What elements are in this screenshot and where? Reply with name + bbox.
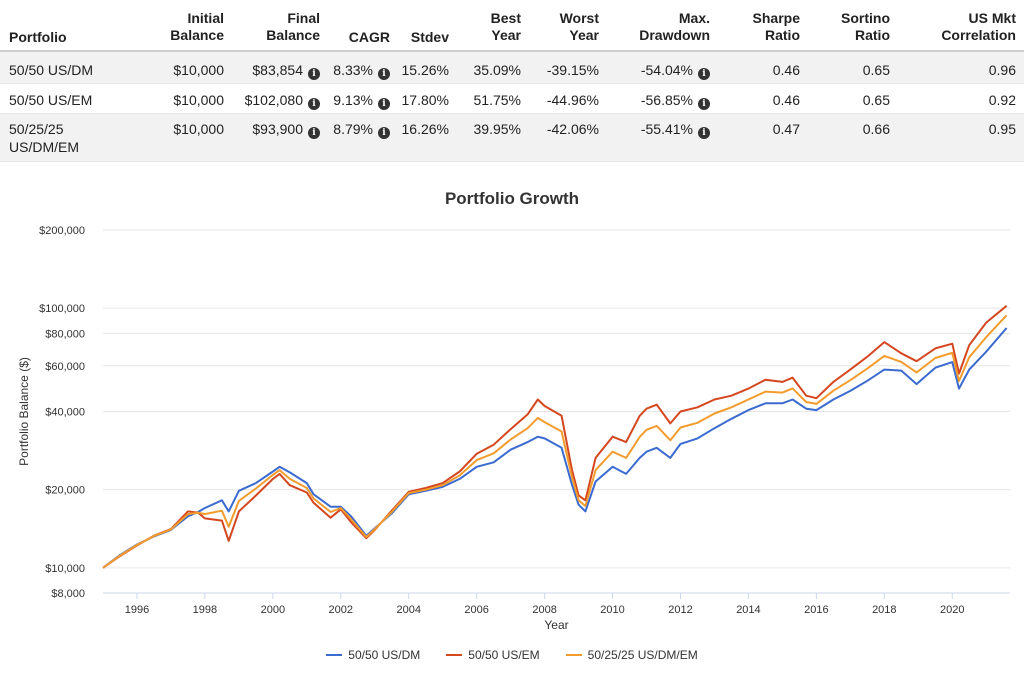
y-tick-label: $10,000: [45, 563, 85, 575]
info-circle-icon[interactable]: i: [698, 127, 710, 139]
y-tick-label: $40,000: [45, 407, 85, 419]
cell-best-year: 35.09%: [473, 62, 521, 78]
x-tick-label: 2020: [940, 604, 964, 616]
cell-worst-year: -44.96%: [546, 92, 599, 108]
cell-max-drawdown: -56.85% i: [641, 91, 710, 110]
y-axis-title: Portfolio Balance ($): [17, 357, 31, 466]
cell-sortino: 0.65: [862, 92, 890, 108]
table-row: 50/50 US/DM $10,000 $83,854 i 8.33% i 15.2…: [0, 52, 1024, 84]
table-header: Portfolio Initial Balance Final Balance CA…: [0, 0, 1024, 52]
cell-sharpe: 0.47: [772, 121, 800, 137]
cell-final: $93,900 i: [252, 120, 320, 139]
header-worst-year: Worst Year: [559, 10, 599, 43]
x-tick-label: 2010: [600, 604, 624, 616]
header-max-drawdown: Max. Drawdown: [639, 10, 710, 43]
header-portfolio: Portfolio: [9, 29, 67, 45]
x-tick-label: 1998: [193, 604, 217, 616]
info-circle-icon[interactable]: i: [698, 98, 710, 110]
x-tick-label: 1996: [125, 604, 149, 616]
cell-portfolio: 50/50 US/EM: [9, 92, 93, 108]
cell-max-drawdown: -55.41% i: [641, 120, 710, 139]
cell-initial: $10,000: [173, 121, 224, 137]
cell-cagr: 9.13% i: [333, 91, 390, 110]
cell-correlation: 0.96: [988, 62, 1016, 78]
cell-cagr: 8.33% i: [333, 61, 390, 80]
legend-label: 50/50 US/DM: [348, 648, 421, 662]
table-row: 50/50 US/EM $10,000 $102,080 i 9.13% i 17.…: [0, 84, 1024, 114]
x-tick-label: 2008: [532, 604, 556, 616]
cell-initial: $10,000: [173, 62, 224, 78]
series-line-1: [102, 327, 1008, 569]
legend-item[interactable]: 50/50 US/EM: [446, 648, 540, 662]
x-tick-label: 2002: [329, 604, 353, 616]
x-tick-label: 2016: [804, 604, 828, 616]
x-tick-label: 2018: [872, 604, 896, 616]
x-tick-label: 2000: [261, 604, 285, 616]
portfolio-stats-table: Portfolio Initial Balance Final Balance CA…: [0, 0, 1024, 162]
header-final-balance: Final Balance: [266, 10, 320, 43]
x-tick-label: 2006: [464, 604, 488, 616]
cell-stdev: 15.26%: [401, 62, 449, 78]
legend-swatch: [326, 654, 343, 656]
info-circle-icon[interactable]: i: [308, 127, 320, 139]
cell-sharpe: 0.46: [772, 62, 800, 78]
cell-worst-year: -39.15%: [546, 62, 599, 78]
cell-correlation: 0.95: [988, 121, 1016, 137]
header-best-year: Best Year: [490, 10, 521, 43]
chart-title: Portfolio Growth: [444, 189, 580, 208]
header-sharpe-ratio: Sharpe Ratio: [752, 10, 800, 43]
header-us-mkt-correlation: US Mkt Correlation: [941, 10, 1016, 43]
cell-cagr: 8.79% i: [333, 120, 390, 139]
cell-sortino: 0.65: [862, 62, 890, 78]
header-sortino-ratio: Sortino Ratio: [841, 10, 890, 43]
series-line-3: [102, 314, 1008, 569]
cell-sortino: 0.66: [862, 121, 890, 137]
cell-final: $102,080 i: [245, 91, 320, 110]
info-circle-icon[interactable]: i: [378, 127, 390, 139]
header-stdev: Stdev: [410, 29, 449, 45]
cell-correlation: 0.92: [988, 92, 1016, 108]
y-tick-label: $60,000: [45, 361, 85, 373]
cell-stdev: 16.26%: [401, 121, 449, 137]
legend-item[interactable]: 50/25/25 US/DM/EM: [565, 648, 698, 662]
header-initial-balance: Initial Balance: [170, 10, 224, 43]
header-cagr: CAGR: [348, 29, 390, 45]
x-axis-title: Year: [544, 618, 568, 632]
cell-final: $83,854 i: [252, 61, 320, 80]
cell-portfolio: 50/50 US/DM: [9, 62, 94, 78]
y-tick-label: $8,000: [51, 588, 85, 600]
x-tick-label: 2012: [668, 604, 692, 616]
info-circle-icon[interactable]: i: [378, 68, 390, 80]
table-row: 50/25/25 US/DM/EM $10,000 $93,900 i 8.79%…: [0, 114, 1024, 162]
y-tick-label: $80,000: [45, 328, 85, 340]
y-tick-label: $100,000: [39, 303, 85, 315]
y-tick-label: $200,000: [39, 225, 85, 237]
cell-worst-year: -42.06%: [546, 121, 599, 137]
series-line-2: [102, 305, 1008, 569]
cell-initial: $10,000: [173, 92, 224, 108]
cell-stdev: 17.80%: [401, 92, 449, 108]
cell-best-year: 51.75%: [473, 92, 521, 108]
cell-sharpe: 0.46: [772, 92, 800, 108]
y-tick-label: $20,000: [45, 485, 85, 497]
legend-label: 50/25/25 US/DM/EM: [587, 648, 698, 662]
legend-label: 50/50 US/EM: [468, 648, 540, 662]
info-circle-icon[interactable]: i: [308, 68, 320, 80]
info-circle-icon[interactable]: i: [378, 98, 390, 110]
info-circle-icon[interactable]: i: [698, 68, 710, 80]
info-circle-icon[interactable]: i: [308, 98, 320, 110]
cell-portfolio: 50/25/25 US/DM/EM: [9, 121, 79, 155]
cell-best-year: 39.95%: [473, 121, 521, 137]
legend-swatch: [565, 654, 582, 656]
legend-swatch: [446, 654, 463, 656]
legend-item[interactable]: 50/50 US/DM: [326, 648, 420, 662]
cell-max-drawdown: -54.04% i: [641, 61, 710, 80]
x-tick-label: 2004: [396, 604, 420, 616]
x-tick-label: 2014: [736, 604, 760, 616]
chart-legend: 50/50 US/DM 50/50 US/EM 50/25/25 US/DM/EM: [0, 648, 1024, 662]
